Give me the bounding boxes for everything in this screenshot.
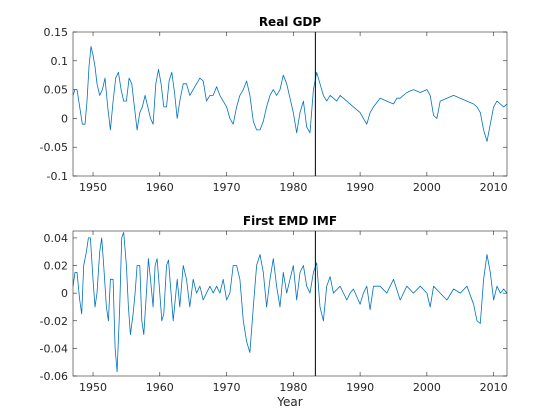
- imf-x-axis-label: Year: [276, 395, 302, 409]
- y-tick-label-4: 0.1: [51, 55, 69, 68]
- x-tick-label-1980: 1980: [279, 181, 307, 194]
- y-tick-label-1: -0.04: [40, 342, 68, 355]
- x-tick-label-1960: 1960: [146, 381, 174, 394]
- imf-ticks: 1950 1960 1970 1980 1990 2000 2010 -0.06 -0.04 -0…: [40, 231, 508, 394]
- y-tick-label-3: 0: [61, 287, 68, 300]
- imf-chart-title: First EMD IMF: [243, 214, 337, 228]
- x-tick-label-1950: 1950: [79, 381, 107, 394]
- y-tick-label-5: 0.15: [44, 26, 69, 39]
- x-tick-label-1990: 1990: [346, 181, 374, 194]
- gdp-chart-title: Real GDP: [259, 15, 322, 29]
- imf-axes: First EMD IMF 1950 1960 1970 1980 1990 2000 20…: [40, 214, 508, 409]
- y-tick-label-4: 0.02: [44, 260, 69, 273]
- x-tick-label-1980: 1980: [279, 381, 307, 394]
- imf-plot-frame: [72, 230, 508, 377]
- x-tick-label-2000: 2000: [413, 381, 441, 394]
- y-tick-label-0: -0.06: [40, 370, 68, 383]
- x-tick-label-2010: 2010: [480, 381, 508, 394]
- x-tick-label-2010: 2010: [480, 181, 508, 194]
- gdp-ticks: 1950 1960 1970 1980 1990 2000 2010 -0.1 -0.05 0 0.…: [40, 26, 508, 194]
- y-tick-label-1: -0.05: [40, 141, 68, 154]
- x-tick-label-1970: 1970: [213, 181, 241, 194]
- imf-series-line: [72, 232, 508, 373]
- gdp-plot-frame: [72, 31, 508, 177]
- x-tick-label-1990: 1990: [346, 381, 374, 394]
- x-tick-label-1960: 1960: [146, 181, 174, 194]
- y-tick-label-2: 0: [61, 112, 68, 125]
- x-tick-label-1970: 1970: [213, 381, 241, 394]
- y-tick-label-5: 0.04: [44, 232, 69, 245]
- x-tick-label-2000: 2000: [413, 181, 441, 194]
- y-tick-label-0: -0.1: [47, 170, 68, 183]
- y-tick-label-2: -0.02: [40, 315, 68, 328]
- gdp-axes: Real GDP 1950 1960 1970 1980 1990 2000 2010 -0.…: [40, 15, 508, 194]
- x-tick-label-1950: 1950: [79, 181, 107, 194]
- gdp-series-line: [72, 46, 508, 142]
- y-tick-label-3: 0.05: [44, 84, 69, 97]
